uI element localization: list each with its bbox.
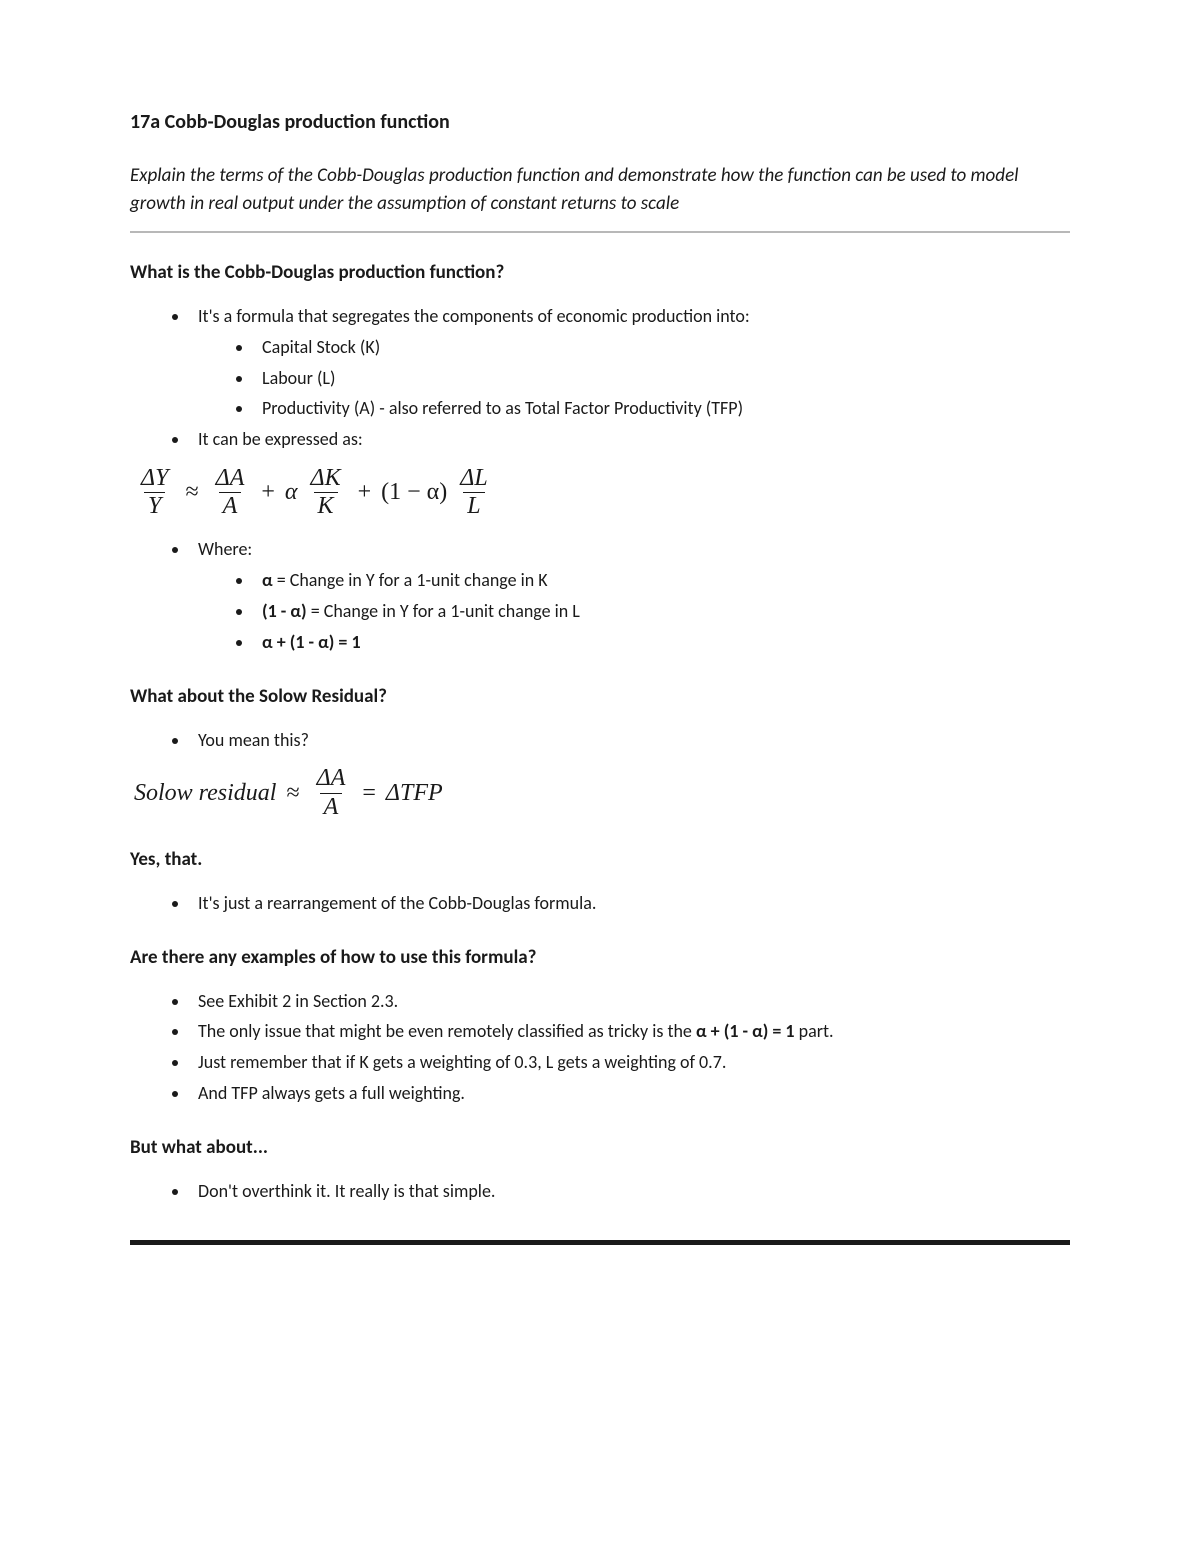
term-bold: α + (1 - α) = 1 [262,631,361,653]
denominator: A [219,492,242,519]
operator-approx: ≈ [185,479,198,506]
eq-label: Solow residual [134,780,276,807]
list-item: Capital Stock (K) [254,333,1070,362]
list-item: It's a formula that segregates the compo… [190,302,1070,423]
bullet-list-nested: Capital Stock (K) Labour (L) Productivit… [198,333,1070,423]
list-item: You mean this? [190,726,1070,755]
list-text: part. [795,1020,834,1042]
numerator: ΔK [307,466,345,492]
list-item: Don't overthink it. It really is that si… [190,1177,1070,1206]
divider-light [130,231,1070,233]
term-bold: α [262,569,273,591]
list-item: The only issue that might be even remote… [190,1017,1070,1046]
list-text: The only issue that might be even remote… [198,1020,696,1042]
bullet-list: Don't overthink it. It really is that si… [130,1177,1070,1206]
term-bold: (1 - α) [262,600,307,622]
section-heading: But what about... [130,1136,1070,1159]
fraction: ΔA A [212,466,249,519]
bullet-list: It's a formula that segregates the compo… [130,302,1070,454]
operator-plus: + [358,479,372,506]
list-text: Where: [198,538,252,560]
list-item: See Exhibit 2 in Section 2.3. [190,987,1070,1016]
numerator: ΔY [137,466,172,492]
operator-equals: = [362,780,376,807]
numerator: ΔA [212,466,249,492]
operator-plus: + [261,479,275,506]
operator-approx: ≈ [286,780,299,807]
term-bold: α + (1 - α) = 1 [696,1020,795,1042]
list-item: Just remember that if K gets a weighting… [190,1048,1070,1077]
list-item: Productivity (A) - also referred to as T… [254,394,1070,423]
eq-rhs: ΔTFP [386,780,443,807]
coefficient-one-minus-alpha: (1 − α) [381,479,447,506]
bullet-list: See Exhibit 2 in Section 2.3. The only i… [130,987,1070,1108]
fraction: ΔA A [313,766,350,819]
list-item: (1 - α) = Change in Y for a 1-unit chang… [254,597,1070,626]
bullet-list: Where: α = Change in Y for a 1-unit chan… [130,535,1070,656]
list-item: And TFP always gets a full weighting. [190,1079,1070,1108]
denominator: A [320,793,343,820]
term-def: = Change in Y for a 1-unit change in L [307,600,580,622]
list-item: Labour (L) [254,364,1070,393]
list-item: It can be expressed as: [190,425,1070,454]
section-heading: What about the Solow Residual? [130,685,1070,708]
bullet-list-nested: α = Change in Y for a 1-unit change in K… [198,566,1070,656]
numerator: ΔL [456,466,491,492]
section-heading: What is the Cobb-Douglas production func… [130,261,1070,284]
list-text: It's a formula that segregates the compo… [198,305,750,327]
question-prompt: Explain the terms of the Cobb-Douglas pr… [130,162,1070,217]
list-item: It's just a rearrangement of the Cobb-Do… [190,889,1070,918]
fraction: ΔY Y [137,466,172,519]
bullet-list: You mean this? [130,726,1070,755]
page-title: 17a Cobb-Douglas production function [130,110,1070,134]
denominator: K [314,492,338,519]
denominator: L [463,492,484,519]
coefficient-alpha: α [285,479,298,506]
bullet-list: It's just a rearrangement of the Cobb-Do… [130,889,1070,918]
list-item: Where: α = Change in Y for a 1-unit chan… [190,535,1070,656]
list-item: α = Change in Y for a 1-unit change in K [254,566,1070,595]
solow-residual-equation: Solow residual ≈ ΔA A = ΔTFP [134,766,1070,819]
denominator: Y [144,492,165,519]
document-page: 17a Cobb-Douglas production function Exp… [0,0,1200,1553]
cobb-douglas-equation: ΔY Y ≈ ΔA A + α ΔK K + (1 − α) ΔL L [134,466,1070,519]
fraction: ΔL L [456,466,491,519]
term-def: = Change in Y for a 1-unit change in K [273,569,548,591]
divider-heavy [130,1240,1070,1245]
fraction: ΔK K [307,466,345,519]
section-heading: Yes, that. [130,848,1070,871]
numerator: ΔA [313,766,350,792]
section-heading: Are there any examples of how to use thi… [130,946,1070,969]
list-item: α + (1 - α) = 1 [254,628,1070,657]
